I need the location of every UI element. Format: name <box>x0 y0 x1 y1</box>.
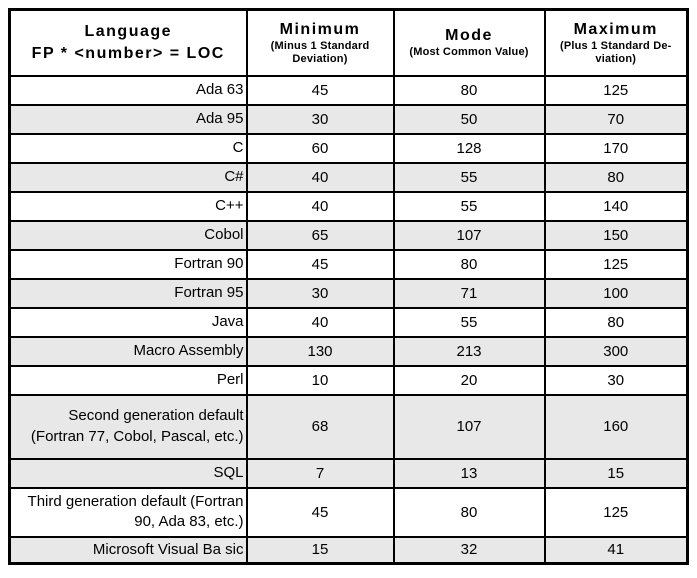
minimum-cell: 45 <box>245 486 395 538</box>
mode-cell: 13 <box>392 457 546 489</box>
table-row: C 60 128 170 <box>8 132 689 164</box>
minimum-cell: 7 <box>245 457 395 489</box>
table-row: Ada 63 45 80 125 <box>8 74 689 106</box>
minimum-cell: 15 <box>245 535 395 565</box>
maximum-header-title: Maximum <box>573 20 658 38</box>
language-cell: Macro Assembly <box>8 335 248 367</box>
table-row: Microsoft Visual Ba sic 15 32 41 <box>8 535 689 565</box>
language-cell: Third generation default (Fortran 90, Ad… <box>8 486 248 538</box>
table-row: Second generation default (Fortran 77, C… <box>8 393 689 460</box>
minimum-cell: 40 <box>245 306 395 338</box>
mode-header-title: Mode <box>445 27 493 45</box>
maximum-cell: 80 <box>543 161 689 193</box>
maximum-cell: 140 <box>543 190 689 222</box>
table-row: Fortran 90 45 80 125 <box>8 248 689 280</box>
language-cell: Java <box>8 306 248 338</box>
mode-cell: 128 <box>392 132 546 164</box>
mode-cell: 20 <box>392 364 546 396</box>
language-cell: Cobol <box>8 219 248 251</box>
language-cell: Ada 63 <box>8 74 248 106</box>
language-cell: Microsoft Visual Ba sic <box>8 535 248 565</box>
language-column-header: Language FP * <number> = LOC <box>8 8 248 77</box>
mode-cell: 80 <box>392 248 546 280</box>
minimum-cell: 45 <box>245 74 395 106</box>
mode-cell: 71 <box>392 277 546 309</box>
maximum-cell: 125 <box>543 74 689 106</box>
language-cell: Fortran 95 <box>8 277 248 309</box>
table-row: Third generation default (Fortran 90, Ad… <box>8 486 689 538</box>
minimum-cell: 40 <box>245 190 395 222</box>
language-cell: Perl <box>8 364 248 396</box>
table-row: Cobol 65 107 150 <box>8 219 689 251</box>
language-cell: SQL <box>8 457 248 489</box>
table-row: C++ 40 55 140 <box>8 190 689 222</box>
table-row: Perl 10 20 30 <box>8 364 689 396</box>
language-header-subtitle: FP * <number> = LOC <box>31 45 225 63</box>
maximum-header-subtitle: (Plus 1 Standard De-viation) <box>559 39 672 65</box>
maximum-cell: 80 <box>543 306 689 338</box>
mode-cell: 80 <box>392 74 546 106</box>
mode-cell: 107 <box>392 393 546 460</box>
fp-to-loc-table: Language FP * <number> = LOC Minimum (Mi… <box>8 8 689 565</box>
maximum-cell: 300 <box>543 335 689 367</box>
mode-cell: 107 <box>392 219 546 251</box>
language-cell: C++ <box>8 190 248 222</box>
minimum-cell: 130 <box>245 335 395 367</box>
maximum-cell: 160 <box>543 393 689 460</box>
minimum-cell: 30 <box>245 103 395 135</box>
table-row: SQL 7 13 15 <box>8 457 689 489</box>
maximum-cell: 30 <box>543 364 689 396</box>
table-row: C# 40 55 80 <box>8 161 689 193</box>
minimum-cell: 10 <box>245 364 395 396</box>
language-cell: C <box>8 132 248 164</box>
table-row: Ada 95 30 50 70 <box>8 103 689 135</box>
table-row: Macro Assembly 130 213 300 <box>8 335 689 367</box>
minimum-cell: 40 <box>245 161 395 193</box>
mode-cell: 55 <box>392 161 546 193</box>
mode-column-header: Mode (Most Common Value) <box>392 8 546 77</box>
language-cell: Fortran 90 <box>8 248 248 280</box>
header-row: Language FP * <number> = LOC Minimum (Mi… <box>8 8 689 77</box>
maximum-cell: 100 <box>543 277 689 309</box>
mode-cell: 80 <box>392 486 546 538</box>
minimum-cell: 45 <box>245 248 395 280</box>
mode-cell: 55 <box>392 190 546 222</box>
maximum-cell: 125 <box>543 248 689 280</box>
minimum-column-header: Minimum (Minus 1 Standard Deviation) <box>245 8 395 77</box>
language-cell: Second generation default (Fortran 77, C… <box>8 393 248 460</box>
maximum-cell: 70 <box>543 103 689 135</box>
minimum-cell: 60 <box>245 132 395 164</box>
language-cell: Ada 95 <box>8 103 248 135</box>
maximum-cell: 125 <box>543 486 689 538</box>
mode-cell: 50 <box>392 103 546 135</box>
language-cell: C# <box>8 161 248 193</box>
mode-cell: 32 <box>392 535 546 565</box>
table-row: Java 40 55 80 <box>8 306 689 338</box>
mode-header-subtitle: (Most Common Value) <box>409 46 529 59</box>
minimum-header-title: Minimum <box>279 20 361 38</box>
minimum-header-subtitle: (Minus 1 Standard Deviation) <box>270 39 370 65</box>
mode-cell: 213 <box>392 335 546 367</box>
minimum-cell: 30 <box>245 277 395 309</box>
table-row: Fortran 95 30 71 100 <box>8 277 689 309</box>
maximum-column-header: Maximum (Plus 1 Standard De-viation) <box>543 8 689 77</box>
maximum-cell: 15 <box>543 457 689 489</box>
minimum-cell: 65 <box>245 219 395 251</box>
minimum-cell: 68 <box>245 393 395 460</box>
maximum-cell: 170 <box>543 132 689 164</box>
maximum-cell: 41 <box>543 535 689 565</box>
language-header-title: Language <box>84 23 173 41</box>
maximum-cell: 150 <box>543 219 689 251</box>
mode-cell: 55 <box>392 306 546 338</box>
